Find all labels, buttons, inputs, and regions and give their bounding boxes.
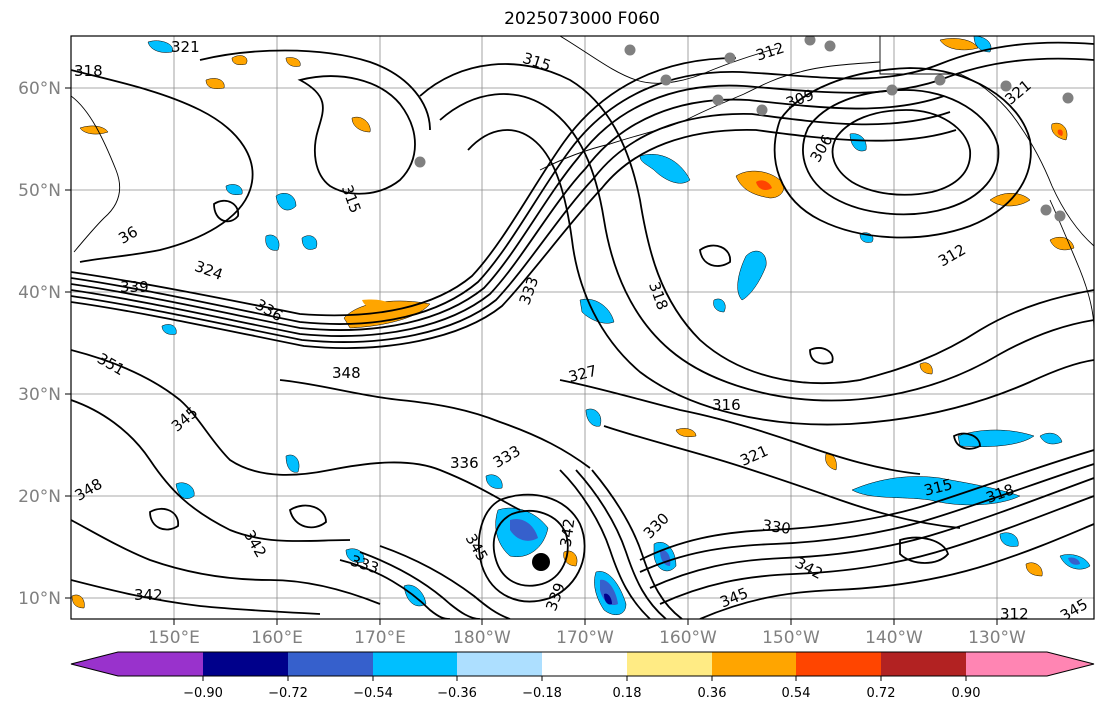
- lat-tick-label: 10°N: [18, 589, 61, 609]
- contour-label: 330: [761, 516, 792, 538]
- colorbar-segment: [966, 652, 1047, 676]
- contour-label: 318: [74, 62, 103, 80]
- colorbar-segment: [881, 652, 966, 676]
- colorbar-tick-label: 0.54: [782, 686, 811, 701]
- lon-tick-label: 150°W: [762, 628, 820, 648]
- colorbar-extend-high: [1047, 652, 1094, 676]
- colorbar-segment: [796, 652, 881, 676]
- colorbar-tick-label: −0.72: [268, 686, 308, 701]
- contour-label: 348: [332, 364, 361, 382]
- lat-tick-label: 60°N: [18, 79, 61, 99]
- colorbar-segment: [712, 652, 796, 676]
- contour-label: 312: [1000, 605, 1029, 623]
- colorbar-tick-label: −0.90: [183, 686, 223, 701]
- lon-tick-label: 160°E: [251, 628, 303, 648]
- colorbar-tick-label: 0.90: [952, 686, 981, 701]
- colorbar-tick-label: −0.36: [437, 686, 477, 701]
- longitude-labels: 150°E 160°E 170°E 180°W 170°W 160°W 150°…: [148, 628, 1026, 648]
- colorbar-segment: [627, 652, 712, 676]
- lon-tick-label: 180°W: [453, 628, 511, 648]
- contour-lines: [71, 41, 1094, 619]
- contour-label: 321: [171, 38, 200, 56]
- colorbar: −0.90 −0.72 −0.54 −0.36 −0.18 0.18 0.36 …: [70, 651, 1095, 701]
- lon-tick-label: 170°E: [354, 628, 406, 648]
- colorbar-tick-label: 0.18: [613, 686, 642, 701]
- contour-label: 336: [450, 454, 479, 472]
- station-markers: [414, 36, 1074, 222]
- colorbar-segment: [373, 652, 457, 676]
- colorbar-tick-label: 0.36: [698, 686, 727, 701]
- colorbar-segment: [457, 652, 542, 676]
- map-frame: [70, 35, 1095, 620]
- contour-label: 316: [712, 396, 741, 414]
- lat-tick-label: 20°N: [18, 487, 61, 507]
- storm-center-marker: [532, 553, 550, 571]
- colorbar-segment: [288, 652, 373, 676]
- map-title: 2025073000 F060: [504, 9, 660, 29]
- contour-label: 339: [120, 278, 149, 296]
- lon-tick-label: 150°E: [148, 628, 200, 648]
- lon-tick-label: 160°W: [659, 628, 717, 648]
- colorbar-tick-label: 0.72: [867, 686, 896, 701]
- colorbar-segment: [542, 652, 627, 676]
- contour-label: 342: [134, 586, 163, 604]
- colorbar-segment: [118, 652, 203, 676]
- axis-ticks: [65, 87, 998, 625]
- lon-tick-label: 140°W: [865, 628, 923, 648]
- lat-tick-label: 30°N: [18, 385, 61, 405]
- colorbar-tick-label: −0.18: [522, 686, 562, 701]
- colorbar-tick-label: −0.54: [353, 686, 393, 701]
- colorbar-extend-low: [71, 652, 118, 676]
- lon-tick-label: 130°W: [968, 628, 1026, 648]
- lat-tick-label: 50°N: [18, 181, 61, 201]
- latitude-labels: 60°N 50°N 40°N 30°N 20°N 10°N: [18, 79, 61, 609]
- contour-label: 342: [557, 517, 579, 548]
- lon-tick-label: 170°W: [556, 628, 614, 648]
- lat-tick-label: 40°N: [18, 283, 61, 303]
- colorbar-segment: [203, 652, 288, 676]
